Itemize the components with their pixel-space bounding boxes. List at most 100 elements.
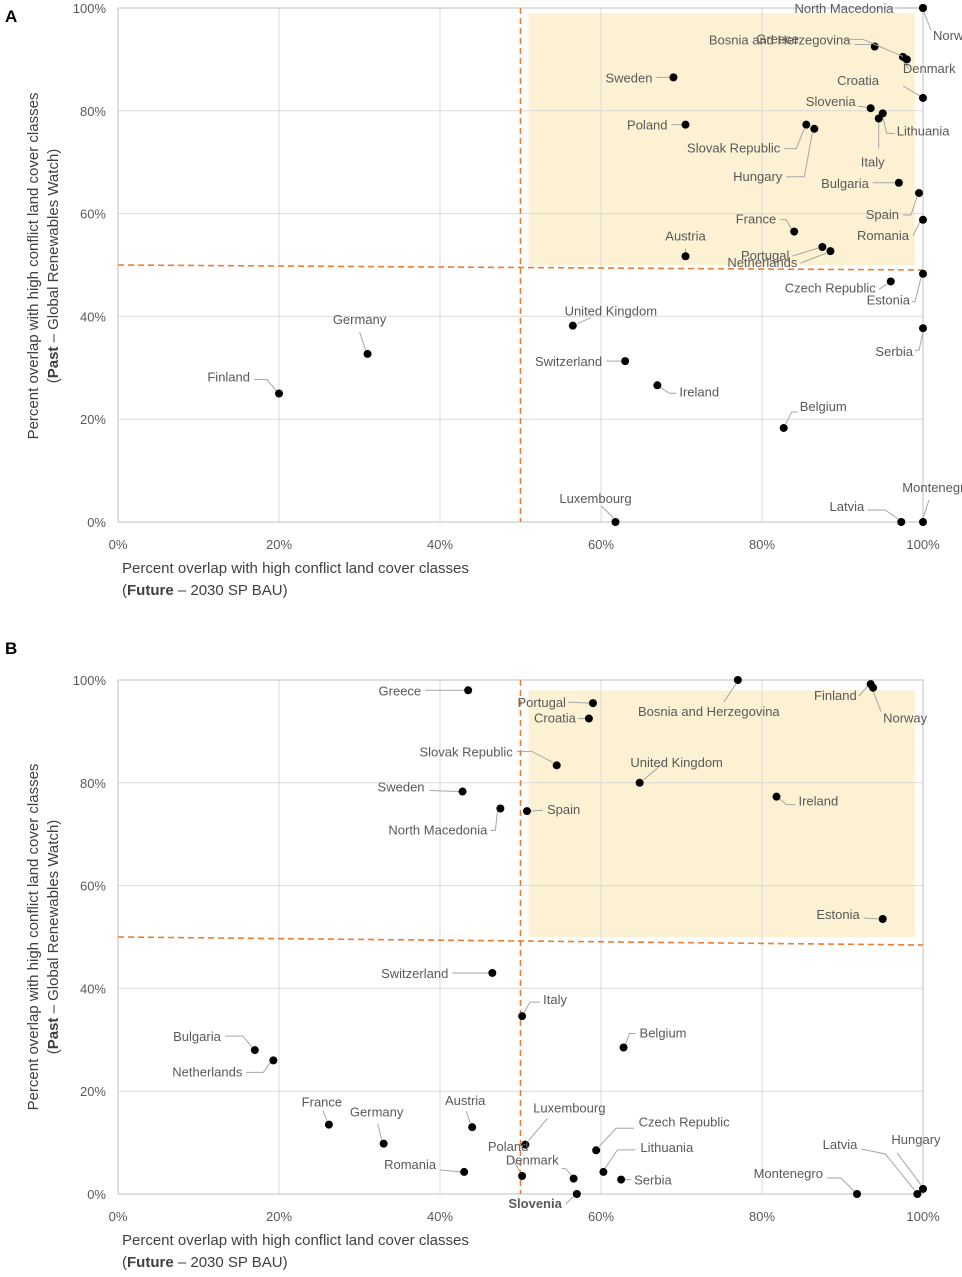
label-leader-line: [922, 9, 932, 31]
x-tick-label: 100%: [906, 537, 940, 552]
data-label: Romania: [857, 228, 910, 243]
data-label: Denmark: [506, 1153, 559, 1168]
data-point: [518, 1012, 527, 1021]
data-label: Montenegro: [902, 480, 962, 495]
data-point: [919, 518, 927, 526]
label-leader-line: [902, 60, 910, 70]
data-label: Hungary: [891, 1132, 941, 1147]
data-point: [669, 73, 678, 82]
label-leader-line: [604, 1149, 636, 1169]
label-leader-line: [576, 317, 592, 325]
data-label: Italy: [861, 155, 885, 170]
data-label: Poland: [488, 1139, 528, 1154]
data-label: Hungary: [733, 169, 783, 184]
data-point: [870, 42, 879, 51]
quadrant-highlight: [528, 690, 915, 937]
label-leader-line: [861, 1148, 915, 1191]
data-point: [275, 389, 283, 398]
label-leader-line: [322, 1110, 328, 1121]
data-point: [611, 518, 620, 526]
data-label: Netherlands: [172, 1064, 243, 1079]
label-leader-line: [902, 85, 921, 97]
data-point: [919, 215, 927, 224]
data-point: [897, 518, 906, 526]
data-label: Croatia: [837, 73, 880, 88]
label-leader-line: [872, 691, 882, 712]
data-point: [250, 1046, 259, 1055]
data-label: Spain: [547, 802, 580, 817]
data-label: North Macedonia: [795, 1, 895, 16]
data-label: Estonia: [816, 907, 860, 922]
data-point: [458, 787, 467, 796]
data-label: Slovak Republic: [687, 141, 781, 156]
label-leader-line: [915, 332, 924, 351]
label-leader-line: [882, 117, 895, 134]
label-leader-line: [601, 505, 614, 519]
data-label: Bosnia and Herzegovina: [638, 704, 780, 719]
data-label: Bulgaria: [821, 176, 869, 191]
data-point: [653, 381, 662, 390]
data-label: Romania: [384, 1157, 437, 1172]
data-point: [869, 683, 878, 692]
data-label: Italy: [543, 992, 567, 1007]
label-leader-line: [858, 685, 869, 697]
x-tick-label: 100%: [906, 1209, 940, 1224]
data-label: Latvia: [830, 499, 865, 514]
data-point: [919, 93, 927, 102]
label-leader-line: [896, 1152, 922, 1186]
data-label: Germany: [333, 312, 387, 327]
y-tick-label: 80%: [80, 776, 106, 791]
data-label: Austria: [445, 1093, 486, 1108]
label-leader-line: [465, 1111, 471, 1124]
label-leader-line: [254, 379, 277, 391]
data-point: [818, 243, 827, 252]
label-leader-line: [723, 683, 737, 703]
y-tick-label: 20%: [80, 412, 106, 427]
label-leader-line: [800, 252, 827, 264]
x-axis-subtitle: (Future – 2030 SP BAU): [122, 1254, 288, 1271]
data-label: Lithuania: [640, 1140, 694, 1155]
x-axis-subtitle: (Future – 2030 SP BAU): [122, 582, 288, 599]
data-point: [617, 1175, 626, 1184]
data-point: [464, 686, 473, 695]
x-tick-label: 60%: [588, 537, 614, 552]
data-label: Germany: [350, 1105, 404, 1120]
panel-letter: B: [5, 639, 17, 658]
data-label: Sweden: [378, 780, 425, 795]
y-axis-title: Percent overlap with high conflict land …: [25, 93, 42, 440]
data-point: [681, 120, 690, 129]
data-point: [521, 1140, 530, 1149]
x-tick-label: 40%: [427, 1209, 453, 1224]
label-leader-line: [784, 128, 805, 150]
data-point: [874, 114, 883, 123]
label-leader-line: [567, 701, 589, 704]
data-label: Bulgaria: [173, 1029, 221, 1044]
y-tick-label: 20%: [80, 1084, 106, 1099]
data-point: [866, 104, 875, 113]
data-label: Denmark: [903, 61, 956, 76]
data-label: Slovenia: [806, 94, 857, 109]
data-point: [592, 1146, 601, 1155]
y-axis-subtitle: (Past – Global Renewables Watch): [45, 149, 62, 384]
label-leader-line: [902, 196, 918, 216]
data-point: [568, 321, 577, 330]
data-point: [584, 714, 593, 723]
label-leader-line: [912, 277, 922, 303]
label-leader-line: [792, 247, 819, 257]
data-point: [522, 807, 531, 816]
data-label: Czech Republic: [785, 280, 877, 295]
x-tick-label: 40%: [427, 537, 453, 552]
chart-panel-a: 0% 20% 40% 60% 80% 100% 0% 20% 40% 60% 80% 100% Nort…: [5, 1, 962, 599]
y-tick-label: 40%: [80, 981, 106, 996]
data-point: [569, 1174, 578, 1183]
label-leader-line: [643, 762, 664, 781]
x-tick-label: 80%: [749, 1209, 775, 1224]
label-leader-line: [523, 1001, 541, 1013]
data-label: Latvia: [823, 1137, 858, 1152]
data-point: [363, 349, 372, 358]
data-point: [552, 761, 561, 770]
label-leader-line: [857, 105, 868, 108]
data-label: Portugal: [518, 695, 567, 710]
data-point: [681, 252, 690, 261]
data-label: Portugal: [741, 248, 790, 263]
